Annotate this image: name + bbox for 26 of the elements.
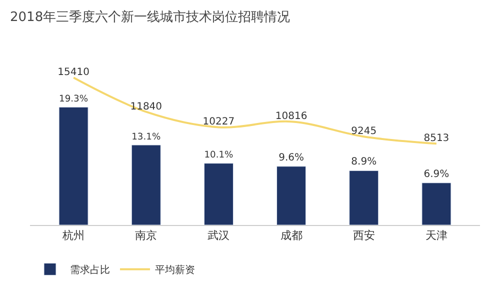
data-label: 9245 [351, 126, 377, 138]
data-label: 10227 [202, 116, 235, 128]
data-label: 9.6% [278, 152, 304, 164]
x-tick-label: 武汉 [208, 229, 230, 242]
data-label: 6.9% [424, 168, 450, 180]
x-tick-label: 西安 [352, 229, 375, 242]
bar [276, 166, 306, 225]
data-label: 19.3% [59, 94, 88, 104]
data-label: 13.1% [132, 132, 161, 142]
bar [422, 182, 452, 225]
x-tick-label: 杭州 [62, 229, 85, 242]
legend-label: 平均薪资 [155, 264, 195, 276]
data-label: 10.1% [204, 150, 234, 161]
x-tick-label: 南京 [135, 229, 158, 242]
bar [349, 170, 379, 225]
bar [204, 163, 234, 225]
x-tick-label: 天津 [425, 229, 448, 242]
bar [58, 106, 88, 225]
bar [131, 144, 161, 225]
data-label: 8.9% [351, 156, 377, 168]
legend-label: 需求占比 [70, 264, 110, 276]
data-label: 15410 [58, 67, 90, 78]
data-label: 10816 [275, 111, 308, 122]
data-label: 8513 [424, 133, 450, 144]
x-tick-label: 成都 [280, 229, 302, 242]
chart-title: 2018年三季度六个新一线城市技术岗位招聘情况 [10, 8, 290, 25]
